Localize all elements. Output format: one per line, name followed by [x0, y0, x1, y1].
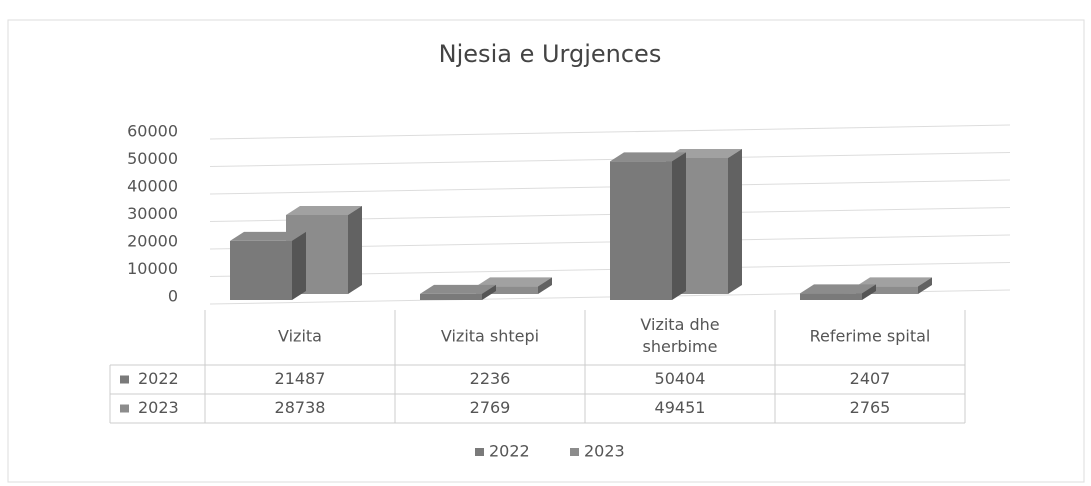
bar [476, 286, 538, 294]
bar-side [292, 231, 306, 300]
bar [230, 240, 292, 300]
bar [420, 293, 482, 300]
bar [800, 293, 862, 300]
table-row-label: 2022 [138, 369, 179, 388]
bar-top [800, 284, 876, 294]
bar [856, 286, 918, 294]
table-cell: 21487 [275, 369, 326, 388]
y-tick-label: 60000 [127, 122, 178, 141]
table-row-label: 2023 [138, 398, 179, 417]
grid-line [209, 124, 1011, 140]
chart-border [7, 19, 1085, 483]
table-cell: 2236 [470, 369, 511, 388]
legend-swatch [475, 448, 484, 456]
bar-top [856, 277, 932, 287]
bar-top [230, 231, 306, 241]
y-tick-label: 20000 [127, 232, 178, 251]
y-tick-label: 30000 [127, 204, 178, 223]
legend-swatch [120, 404, 129, 413]
bar-side [348, 205, 362, 294]
legend-swatch [570, 448, 579, 456]
bar-side [728, 149, 742, 294]
bar-side [672, 152, 686, 300]
x-tick-label: Vizita [278, 327, 322, 346]
y-tick-label: 0 [168, 287, 178, 306]
bar-top [610, 152, 686, 162]
bar [610, 161, 672, 300]
table-cell: 2765 [850, 398, 891, 417]
x-tick-label: Vizita dhe sherbime [640, 315, 719, 356]
y-tick-label: 50000 [127, 149, 178, 168]
bar-top [476, 277, 552, 287]
bar-side [918, 277, 932, 294]
bar-side [862, 284, 876, 300]
legend-swatch [120, 375, 129, 384]
y-tick-label: 10000 [127, 259, 178, 278]
table-cell: 50404 [655, 369, 706, 388]
bar-top [420, 284, 496, 294]
table-cell: 49451 [655, 398, 706, 417]
bar-top [286, 205, 362, 215]
x-tick-label: Referime spital [810, 327, 931, 346]
legend-label: 2023 [584, 442, 625, 461]
grid-line [209, 152, 1011, 167]
bar-side [482, 284, 496, 300]
legend-label: 2022 [489, 442, 530, 461]
bar-side [538, 277, 552, 294]
chart-title: Njesia e Urgjences [439, 40, 662, 68]
table-cell: 2769 [470, 398, 511, 417]
table-cell: 2407 [850, 369, 891, 388]
table-cell: 28738 [275, 398, 326, 417]
x-tick-label: Vizita shtepi [441, 327, 539, 346]
y-tick-label: 40000 [127, 177, 178, 196]
